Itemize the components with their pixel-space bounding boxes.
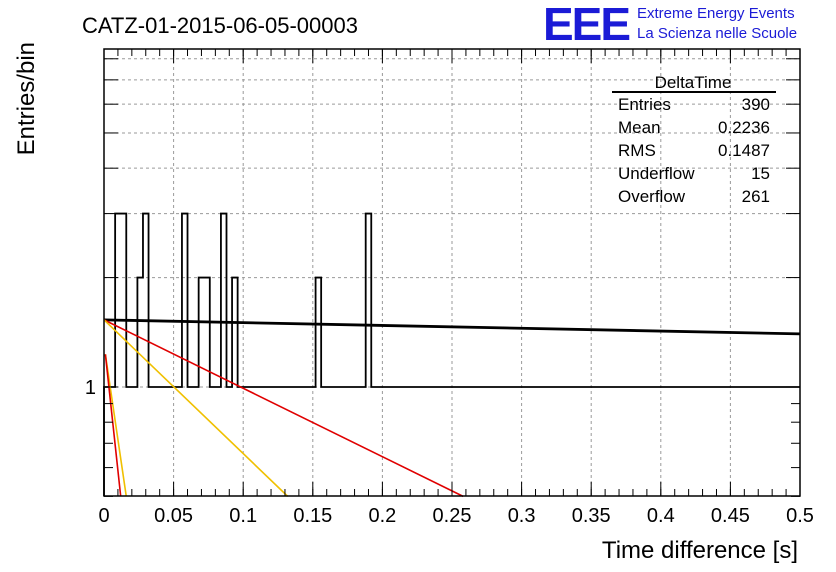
stats-row-value: 390 [742,95,770,114]
logo-letters: EEE [543,0,629,50]
x-tick-label: 0.45 [711,505,750,527]
axis-ticks [103,49,801,497]
x-tick-label: 0.3 [508,505,536,527]
fit-line [103,319,464,498]
y-axis-title: Entries/bin [13,42,40,155]
stats-row-value: 0.1487 [718,141,770,160]
fit-lines [103,318,801,498]
stats-row-value: 0.2236 [718,118,770,137]
logo-line-2: La Scienza nelle Scuole [637,25,797,42]
histogram-series [103,212,800,496]
x-tick-label: 0.25 [433,505,472,527]
chart-title: CATZ-01-2015-06-05-00003 [82,13,358,38]
x-tick-label: 0.5 [786,505,814,527]
x-tick-label: 0 [98,505,109,527]
x-tick-label: 0.05 [154,505,193,527]
x-tick-label: 0.4 [647,505,675,527]
x-tick-label: 0.35 [572,505,611,527]
histogram-outline [103,212,800,496]
stats-row-label: Overflow [618,187,686,206]
x-tick-labels: 0 0.05 0.1 0.15 0.2 0.25 0.3 0.35 0.4 0.45 0.5 [98,505,813,527]
y-tick-labels: 1 [85,377,96,399]
fit-line [104,354,128,497]
stats-row-value: 15 [751,164,770,183]
stats-title: DeltaTime [655,73,732,92]
grid [104,49,800,496]
y-tick-label: 1 [85,377,96,399]
logo-line-1: Extreme Energy Events [637,5,795,22]
x-tick-label: 0.1 [229,505,257,527]
eee-logo: EEE Extreme Energy Events La Scienza nel… [543,0,797,50]
stats-box: DeltaTime Entries 390 Mean 0.2236 RMS 0.1487 U… [612,73,776,206]
fit-line [103,318,801,336]
x-axis-title: Time difference [s] [602,537,798,564]
stats-row-label: Entries [618,95,671,114]
x-tick-label: 0.15 [293,505,332,527]
stats-row-value: 261 [742,187,770,206]
stats-row-label: Mean [618,118,661,137]
fit-line [103,319,289,497]
stats-row-label: Underflow [618,164,695,183]
fit-line [104,354,122,497]
stats-row-label: RMS [618,141,656,160]
x-tick-label: 0.2 [368,505,396,527]
